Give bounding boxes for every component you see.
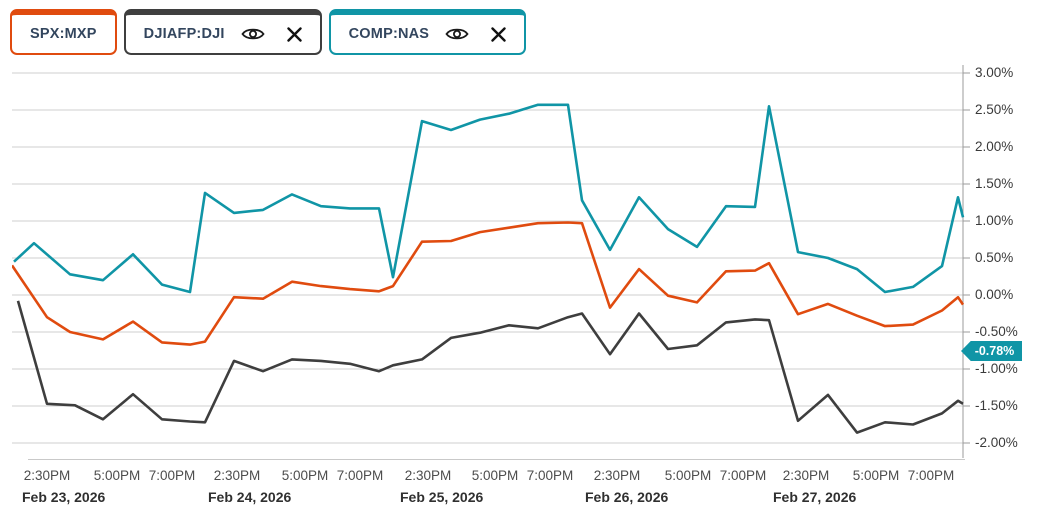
x-time-label: 2:30PM <box>213 468 261 483</box>
series-line-comp-nas <box>13 103 965 294</box>
ticker-label: COMP:NAS <box>348 26 430 42</box>
x-time-label: 7:00PM <box>719 468 767 483</box>
y-tick-label: -2.00% <box>975 434 1018 450</box>
y-tick-label: 1.50% <box>975 175 1014 191</box>
y-tick-label: 2.00% <box>975 138 1014 154</box>
close-icon[interactable] <box>491 26 506 42</box>
chart-plot-area[interactable] <box>12 63 971 462</box>
x-time-label: 2:30PM <box>23 468 71 483</box>
ticker-label: DJIAFP:DJI <box>143 26 225 42</box>
y-tick-label: -0.50% <box>975 323 1018 339</box>
x-time-label: 5:00PM <box>852 468 900 483</box>
visibility-eye-icon[interactable] <box>241 26 265 42</box>
legend-chip-spx-mxp[interactable]: SPX:MXP <box>10 9 117 55</box>
x-time-label: 7:00PM <box>148 468 196 483</box>
x-time-label: 2:30PM <box>404 468 452 483</box>
series-line-spx-mxp <box>12 221 965 346</box>
x-time-label: 2:30PM <box>782 468 830 483</box>
visibility-eye-icon[interactable] <box>445 26 469 42</box>
legend: SPX:MXP DJIAFP:DJI COMP:NAS <box>10 9 527 55</box>
x-time-label: 7:00PM <box>336 468 384 483</box>
legend-chip-djiafp-dji[interactable]: DJIAFP:DJI <box>123 9 322 55</box>
x-time-label: 5:00PM <box>281 468 329 483</box>
x-date-label: Feb 26, 2026 <box>585 489 669 505</box>
x-time-label: 2:30PM <box>593 468 641 483</box>
x-time-label: 5:00PM <box>471 468 519 483</box>
y-tick-label: 2.50% <box>975 101 1014 117</box>
x-time-label: 7:00PM <box>907 468 955 483</box>
x-time-label: 5:00PM <box>93 468 141 483</box>
ticker-label: SPX:MXP <box>30 26 97 42</box>
current-value-badge: -0.78% <box>961 341 1022 361</box>
x-date-label: Feb 25, 2026 <box>400 489 484 505</box>
y-tick-label: -1.50% <box>975 397 1018 413</box>
series-line-djiafp-dji <box>16 300 964 434</box>
y-tick-label: 3.00% <box>975 64 1014 80</box>
legend-chip-comp-nas[interactable]: COMP:NAS <box>328 9 527 55</box>
x-axis-line <box>28 459 965 460</box>
x-date-label: Feb 24, 2026 <box>208 489 292 505</box>
x-date-label: Feb 27, 2026 <box>773 489 857 505</box>
close-icon[interactable] <box>286 26 302 42</box>
x-time-label: 7:00PM <box>526 468 574 483</box>
y-tick-label: -1.00% <box>975 360 1018 376</box>
x-time-label: 5:00PM <box>664 468 712 483</box>
y-tick-label: 1.00% <box>975 212 1014 228</box>
x-date-label: Feb 23, 2026 <box>22 489 106 505</box>
y-tick-label: 0.00% <box>975 286 1014 302</box>
y-tick-label: 0.50% <box>975 249 1014 265</box>
